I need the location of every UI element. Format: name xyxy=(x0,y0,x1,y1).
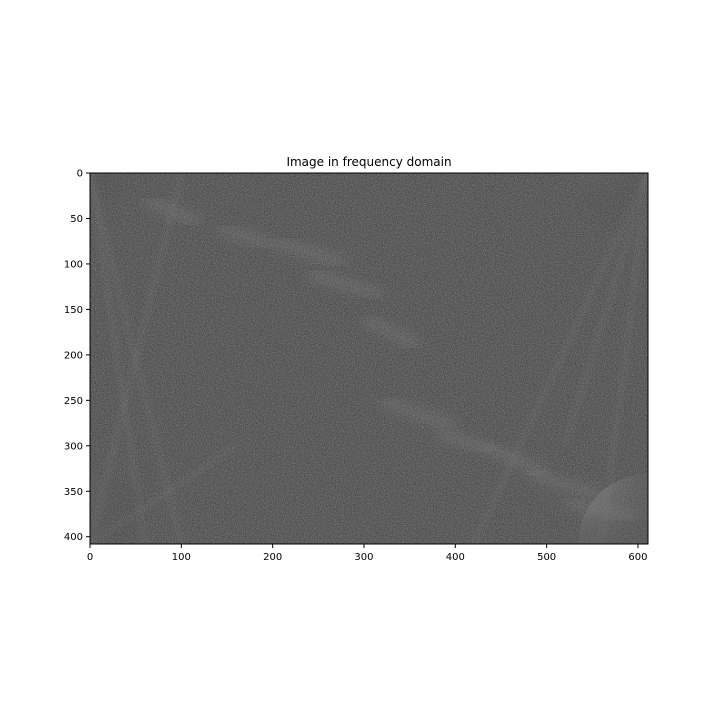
x-axis: 0 100 200 300 400 500 600 xyxy=(87,544,648,563)
x-tick-label: 100 xyxy=(172,552,191,563)
y-tick-label: 150 xyxy=(64,305,83,316)
x-tick-label: 400 xyxy=(446,552,465,563)
y-tick-label: 400 xyxy=(64,532,83,543)
x-tick-label: 600 xyxy=(628,552,647,563)
y-tick-label: 350 xyxy=(64,487,83,498)
y-tick-label: 200 xyxy=(64,350,83,361)
x-tick-label: 0 xyxy=(87,552,93,563)
y-axis: 0 50 100 150 200 250 300 350 400 xyxy=(64,169,90,544)
x-tick-label: 200 xyxy=(263,552,282,563)
plot-area xyxy=(20,103,718,614)
spectrum-noise xyxy=(90,173,648,544)
x-tick-label: 500 xyxy=(537,552,556,563)
x-tick-label: 300 xyxy=(354,552,373,563)
y-tick-label: 50 xyxy=(70,214,83,225)
y-tick-label: 300 xyxy=(64,441,83,452)
y-tick-label: 250 xyxy=(64,396,83,407)
y-tick-label: 100 xyxy=(64,259,83,270)
chart-title: Image in frequency domain xyxy=(286,155,451,169)
y-tick-label: 0 xyxy=(77,169,83,180)
